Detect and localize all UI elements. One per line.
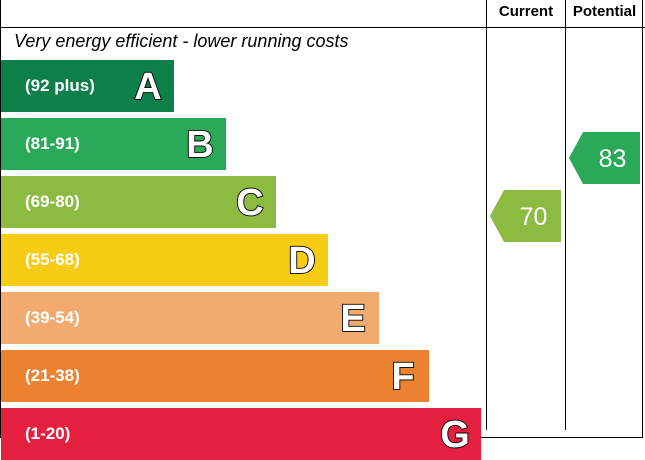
band-b-letter: B [180,118,220,170]
header-divider [0,27,645,28]
column-divider-current [486,0,487,430]
potential-rating-value: 83 [599,145,627,173]
top-caption: Very energy efficient - lower running co… [14,31,349,51]
svg-text:F: F [391,356,414,398]
band-d: (55-68) D [1,234,328,286]
svg-text:B: B [186,124,213,166]
band-f: (21-38) F [1,350,429,402]
band-c: (69-80) C [1,176,276,228]
band-e-range: (39-54) [25,308,80,327]
band-e-letter: E [333,292,373,344]
band-d-range: (55-68) [25,250,80,269]
svg-text:D: D [288,240,315,282]
band-a-range: (92 plus) [25,76,95,95]
potential-rating-indicator: 83 [569,132,640,184]
band-g-letter: G [435,408,475,460]
band-a-letter: A [128,60,168,112]
band-g-range: (1-20) [25,424,71,443]
column-divider-potential [565,0,566,430]
current-rating-indicator: 70 [490,190,561,242]
svg-text:C: C [236,182,263,224]
band-b: (81-91) B [1,118,226,170]
current-rating-value: 70 [520,203,548,231]
band-e: (39-54) E [1,292,379,344]
svg-text:E: E [340,298,365,340]
band-d-letter: D [282,234,322,286]
band-c-range: (69-80) [25,192,80,211]
svg-text:G: G [440,414,470,456]
band-g: (1-20) G [1,408,481,460]
band-b-range: (81-91) [25,134,80,153]
current-column-header: Current [498,3,554,20]
band-f-letter: F [383,350,423,402]
band-c-letter: C [230,176,270,228]
band-a: (92 plus) A [1,60,174,112]
svg-text:A: A [134,66,161,108]
band-f-range: (21-38) [25,366,80,385]
potential-column-header: Potential [572,3,637,20]
